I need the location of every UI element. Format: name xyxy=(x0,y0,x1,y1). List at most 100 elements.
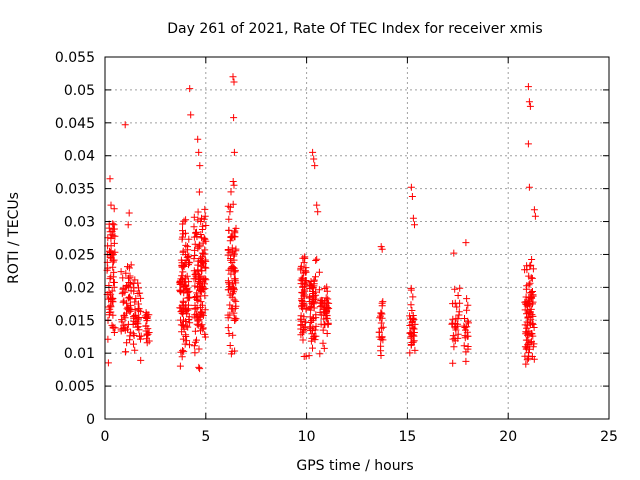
data-point xyxy=(185,252,193,260)
data-point xyxy=(184,323,192,331)
data-point xyxy=(137,294,145,302)
data-point xyxy=(298,298,306,306)
data-point xyxy=(108,227,116,235)
data-point xyxy=(230,296,238,304)
data-point xyxy=(315,268,323,276)
data-point xyxy=(104,335,112,343)
data-point xyxy=(462,357,470,365)
x-axis-title: GPS time / hours xyxy=(296,458,413,474)
data-point xyxy=(137,332,145,340)
data-point xyxy=(180,347,188,355)
data-point xyxy=(194,135,202,143)
data-point xyxy=(104,359,112,367)
data-point xyxy=(119,274,127,282)
data-point xyxy=(192,229,200,237)
data-point xyxy=(197,231,205,238)
data-point xyxy=(191,338,199,346)
data-point xyxy=(323,299,331,307)
data-point xyxy=(121,288,129,296)
data-point xyxy=(196,303,204,311)
data-point xyxy=(195,363,203,371)
y-tick-label: 0.03 xyxy=(64,215,95,231)
data-point xyxy=(407,286,415,294)
data-point xyxy=(179,227,186,235)
data-point xyxy=(109,263,117,271)
data-point xyxy=(224,246,232,253)
data-point xyxy=(108,296,116,304)
data-point xyxy=(464,301,472,309)
data-point xyxy=(299,274,307,282)
data-point xyxy=(406,349,414,357)
data-point xyxy=(232,247,240,255)
data-point xyxy=(184,306,192,314)
data-point xyxy=(143,317,151,325)
data-point xyxy=(230,78,238,86)
data-point xyxy=(451,324,459,332)
data-point xyxy=(300,286,308,294)
data-point xyxy=(528,319,536,327)
data-point xyxy=(180,217,188,225)
data-point xyxy=(109,273,117,281)
data-point xyxy=(524,313,532,321)
data-point xyxy=(197,298,205,306)
data-point xyxy=(523,356,531,364)
data-point xyxy=(312,257,320,264)
data-point xyxy=(201,205,209,213)
data-point xyxy=(449,359,457,367)
data-point xyxy=(177,308,185,316)
data-point xyxy=(451,285,459,293)
data-point xyxy=(193,233,201,241)
data-point xyxy=(111,232,119,240)
data-point xyxy=(226,203,234,211)
data-point xyxy=(316,350,324,358)
data-point xyxy=(124,221,132,229)
data-point xyxy=(190,342,198,350)
data-point xyxy=(317,299,325,307)
data-point xyxy=(408,339,416,346)
data-point xyxy=(411,320,419,328)
data-point xyxy=(227,265,235,273)
data-point xyxy=(226,301,234,309)
data-point xyxy=(230,285,238,293)
data-point xyxy=(227,255,234,262)
data-point xyxy=(193,320,201,328)
data-point xyxy=(524,321,532,329)
data-point xyxy=(529,265,537,273)
data-point xyxy=(184,243,191,251)
data-point xyxy=(107,247,115,255)
data-point xyxy=(195,276,203,284)
data-point xyxy=(121,314,129,322)
data-point xyxy=(137,356,145,364)
data-point xyxy=(195,345,203,353)
data-point xyxy=(191,349,199,357)
data-point xyxy=(176,278,184,286)
data-point xyxy=(305,352,313,360)
data-point xyxy=(228,259,236,266)
data-point xyxy=(378,302,386,310)
data-point xyxy=(129,330,137,338)
data-point xyxy=(199,222,207,230)
data-point xyxy=(127,261,135,269)
data-point xyxy=(182,333,190,340)
data-point xyxy=(319,339,327,347)
data-point xyxy=(182,274,190,282)
data-point xyxy=(178,307,186,315)
data-point xyxy=(196,241,204,249)
data-point xyxy=(119,298,127,306)
data-point xyxy=(143,339,151,347)
data-point xyxy=(377,309,385,317)
data-point xyxy=(130,340,137,348)
data-point xyxy=(183,272,191,280)
y-tick-label: 0.025 xyxy=(55,247,95,263)
data-point xyxy=(530,206,538,214)
data-point xyxy=(315,286,323,294)
y-tick-label: 0.005 xyxy=(55,379,95,395)
x-tick-label: 5 xyxy=(201,429,210,445)
data-point xyxy=(134,279,142,287)
data-point xyxy=(306,303,314,311)
data-point xyxy=(530,355,538,363)
data-point xyxy=(225,280,233,288)
data-point xyxy=(529,292,537,300)
data-point xyxy=(230,114,238,122)
y-tick-label: 0.035 xyxy=(55,182,95,198)
